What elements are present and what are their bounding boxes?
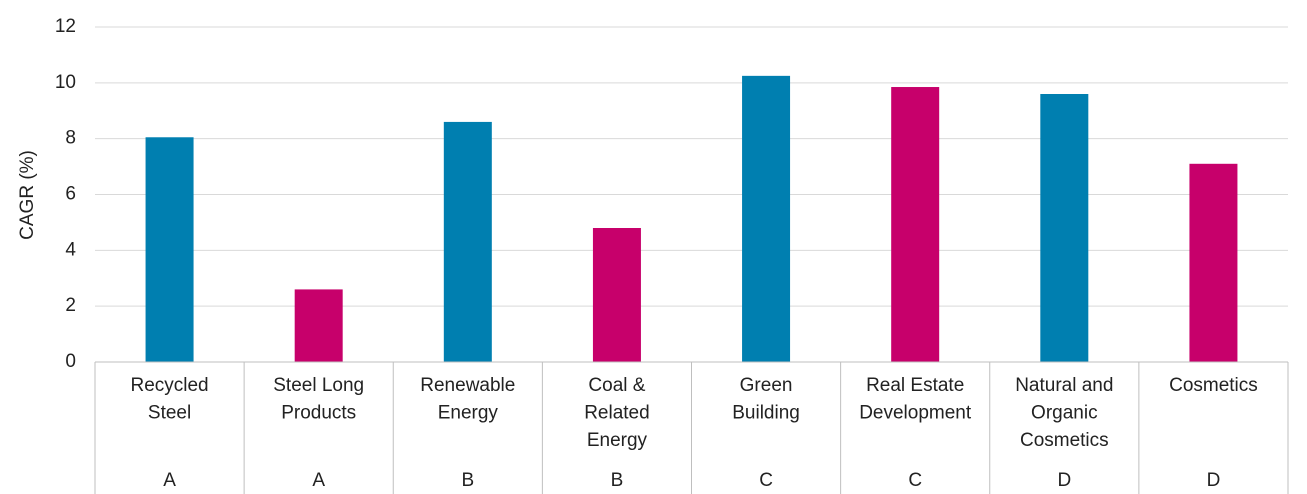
x-tick-label: Related	[584, 403, 650, 424]
bar	[1040, 94, 1089, 362]
y-tick-label: 6	[65, 184, 76, 205]
x-tick-label: Building	[732, 403, 800, 424]
x-tick-label: Cosmetics	[1169, 375, 1258, 396]
bar	[891, 87, 940, 362]
x-tick-label: Green	[740, 375, 793, 396]
x-tick-label: Cosmetics	[1020, 430, 1109, 451]
x-tick-label: Real Estate	[866, 375, 964, 396]
group-label: A	[312, 470, 325, 491]
x-tick-label: Recycled	[130, 375, 208, 396]
bar	[294, 289, 343, 362]
x-tick-label: Renewable	[420, 375, 515, 396]
x-tick-label: Coal &	[588, 375, 645, 396]
bar	[443, 121, 492, 363]
x-tick-label: Energy	[438, 403, 499, 424]
group-label: B	[461, 470, 474, 491]
bar	[145, 137, 194, 362]
y-tick-label: 12	[55, 16, 76, 37]
group-label: D	[1207, 470, 1221, 491]
x-tick-label: Development	[859, 403, 972, 424]
x-tick-label: Steel	[148, 403, 191, 424]
x-tick-label: Energy	[587, 430, 648, 451]
group-label: C	[759, 470, 773, 491]
x-tick-label: Natural and	[1015, 375, 1113, 396]
x-tick-label: Steel Long	[273, 375, 364, 396]
group-label: B	[611, 470, 624, 491]
y-tick-label: 8	[65, 128, 76, 149]
group-label: D	[1057, 470, 1071, 491]
bar	[742, 75, 791, 363]
group-label: C	[908, 470, 922, 491]
x-tick-label: Products	[281, 403, 356, 424]
x-tick-label: Organic	[1031, 403, 1098, 424]
bar	[1189, 163, 1238, 362]
group-label: A	[163, 470, 176, 491]
bar	[592, 228, 641, 362]
y-tick-label: 4	[65, 239, 76, 260]
y-tick-label: 10	[55, 72, 76, 93]
y-tick-label: 2	[65, 295, 76, 316]
y-tick-label: 0	[65, 351, 76, 372]
y-axis-label: CAGR (%)	[17, 150, 38, 240]
